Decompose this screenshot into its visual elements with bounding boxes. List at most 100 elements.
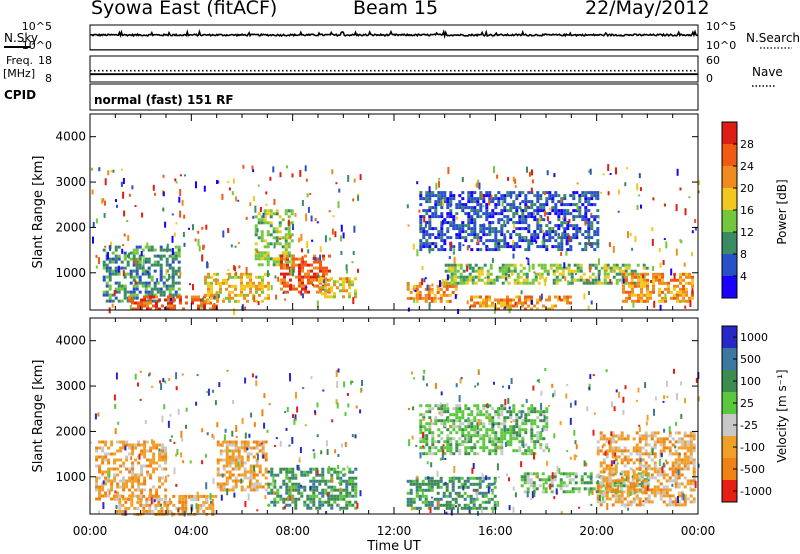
- heatmap-cell: [269, 212, 273, 216]
- heatmap-cell: [470, 248, 474, 252]
- heatmap-cell: [160, 503, 162, 507]
- heatmap-cell: [514, 184, 517, 188]
- heatmap-cell: [450, 278, 454, 282]
- heatmap-cell: [593, 233, 597, 237]
- heatmap-cell: [522, 266, 526, 270]
- heatmap-cell: [486, 281, 490, 285]
- heatmap-cell: [179, 174, 182, 177]
- heatmap-cell: [564, 266, 568, 270]
- heatmap-cell: [509, 413, 513, 417]
- heatmap-cell: [686, 446, 690, 450]
- heatmap-cell: [313, 278, 316, 282]
- heatmap-cell: [466, 479, 470, 483]
- heatmap-cell: [656, 431, 660, 435]
- heatmap-cell: [531, 169, 533, 176]
- heatmap-cell: [134, 479, 138, 483]
- heatmap-cell: [551, 197, 555, 201]
- heatmap-cell: [166, 506, 168, 513]
- heatmap-cell: [206, 432, 209, 436]
- heatmap-cell: [440, 212, 444, 216]
- heatmap-cell: [164, 458, 168, 462]
- heatmap-cell: [467, 417, 470, 420]
- heatmap-cell: [662, 488, 666, 492]
- heatmap-cell: [288, 444, 291, 447]
- heatmap-cell: [333, 497, 337, 501]
- heatmap-cell: [596, 227, 600, 231]
- heatmap-cell: [674, 482, 678, 486]
- heatmap-cell: [620, 431, 624, 435]
- heatmap-cell: [121, 248, 124, 254]
- heatmap-cell: [309, 497, 313, 501]
- heatmap-cell: [686, 443, 690, 447]
- heatmap-cell: [120, 287, 124, 291]
- heatmap-cell: [255, 287, 258, 291]
- heatmap-cell: [470, 209, 474, 213]
- heatmap-cell: [235, 425, 238, 432]
- heatmap-cell: [285, 427, 288, 431]
- heatmap-cell: [314, 218, 317, 222]
- heatmap-cell: [615, 263, 619, 267]
- heatmap-cell: [440, 449, 444, 453]
- heatmap-cell: [479, 301, 482, 305]
- heatmap-cell: [459, 422, 462, 427]
- heatmap-cell: [124, 506, 128, 510]
- heatmap-cell: [287, 236, 291, 240]
- heatmap-cell: [530, 422, 534, 426]
- heatmap-cell: [252, 470, 256, 474]
- heatmap-cell: [178, 500, 182, 504]
- heatmap-cell: [661, 290, 664, 294]
- heatmap-cell: [683, 262, 686, 267]
- heatmap-cell: [258, 275, 261, 279]
- heatmap-cell: [674, 503, 678, 507]
- heatmap-cell: [231, 488, 235, 492]
- heatmap-cell: [476, 203, 480, 207]
- heatmap-cell: [460, 506, 464, 510]
- heatmap-cell: [455, 413, 459, 417]
- heatmap-cell: [117, 245, 121, 249]
- heatmap-cell: [123, 272, 127, 276]
- heatmap-cell: [523, 478, 527, 482]
- heatmap-cell: [631, 247, 634, 251]
- heatmap-cell: [321, 503, 325, 507]
- heatmap-cell: [296, 406, 299, 413]
- heatmap-cell: [428, 197, 432, 201]
- heatmap-cell: [524, 218, 528, 222]
- heatmap-cell: [321, 467, 325, 471]
- heatmap-cell: [322, 272, 325, 276]
- heatmap-cell: [515, 242, 519, 246]
- heatmap-cell: [515, 227, 519, 231]
- heatmap-cell: [439, 281, 443, 285]
- heatmap-cell: [467, 227, 471, 231]
- heatmap-cell: [196, 497, 200, 501]
- heatmap-cell: [348, 491, 352, 495]
- heatmap-cell: [449, 443, 453, 447]
- heatmap-cell: [530, 299, 533, 305]
- heatmap-cell: [150, 293, 154, 297]
- heatmap-cell: [618, 391, 621, 398]
- heatmap-cell: [135, 281, 139, 285]
- heatmap-cell: [527, 413, 531, 417]
- heatmap-cell: [291, 467, 295, 471]
- heatmap-cell: [679, 187, 682, 191]
- heatmap-cell: [307, 275, 310, 279]
- heatmap-cell: [280, 278, 283, 282]
- heatmap-cell: [624, 456, 627, 459]
- heatmap-cell: [252, 284, 255, 288]
- heatmap-cell: [135, 269, 139, 273]
- heatmap-cell: [275, 260, 279, 264]
- heatmap-cell: [143, 449, 147, 453]
- heatmap-cell: [287, 230, 291, 234]
- heatmap-cell: [287, 224, 291, 228]
- heatmap-cell: [138, 266, 142, 270]
- heatmap-cell: [527, 206, 531, 210]
- heatmap-cell: [252, 455, 256, 459]
- heatmap-cell: [578, 230, 582, 234]
- heatmap-cell: [476, 236, 480, 240]
- colorbar-swatch: [722, 254, 737, 276]
- heatmap-cell: [165, 278, 169, 282]
- heatmap-cell: [536, 416, 540, 420]
- heatmap-cell: [310, 278, 313, 282]
- heatmap-cell: [462, 244, 465, 247]
- heatmap-cell: [434, 215, 438, 219]
- heatmap-cell: [463, 506, 467, 510]
